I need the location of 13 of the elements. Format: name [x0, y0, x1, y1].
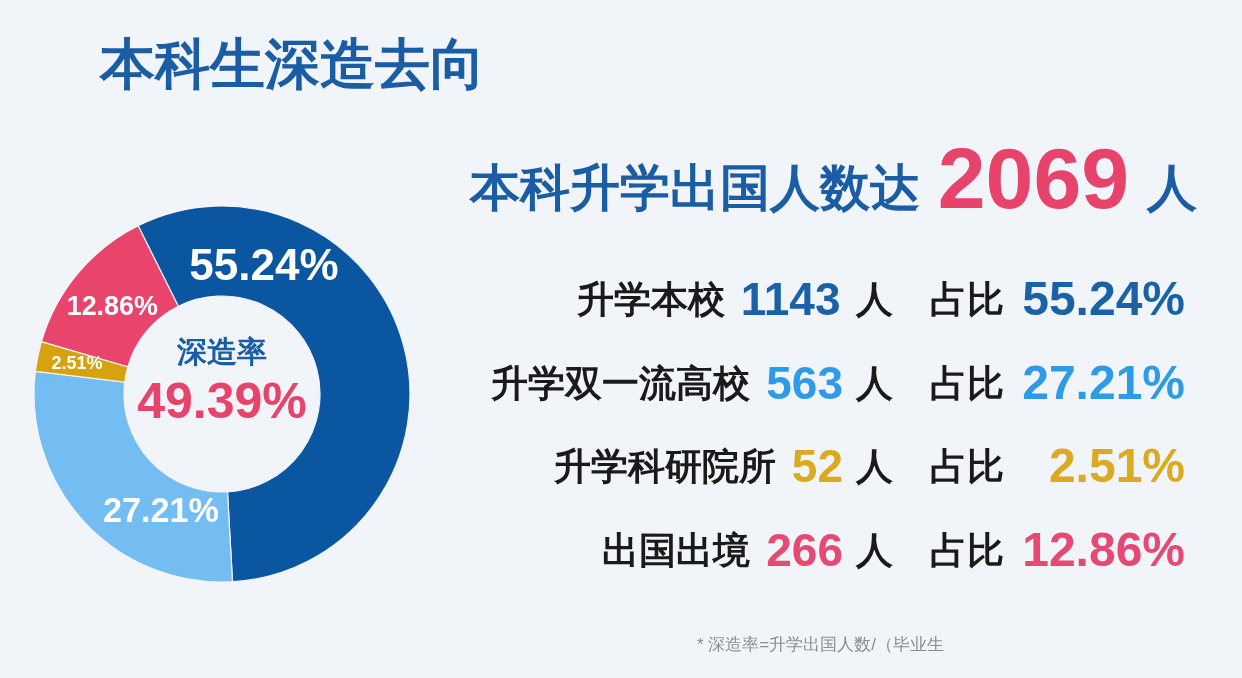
data-label: 55.24%: [189, 239, 339, 289]
text: 出国出境 266 人 占比 12.86%: [602, 523, 1186, 577]
text: * 深造率=升学出国人数/（毕业生: [697, 635, 944, 654]
text: 升学双一流高校 563 人 占比 27.21%: [490, 355, 1186, 409]
chart-title: 本科生深造去向: [98, 33, 485, 95]
text: 升学科研院所 52 人 占比 2.51%: [553, 439, 1186, 493]
text: 本科升学出国人数达 2069 人: [467, 130, 1197, 226]
data-label: 2.51%: [51, 353, 103, 374]
text: 升学本校 1143 人 占比 55.24%: [575, 272, 1186, 325]
text: 49.39%: [137, 373, 307, 429]
data-label: 27.21%: [102, 491, 219, 530]
data-label: 12.86%: [66, 291, 159, 322]
text: 深造率: [176, 335, 267, 368]
